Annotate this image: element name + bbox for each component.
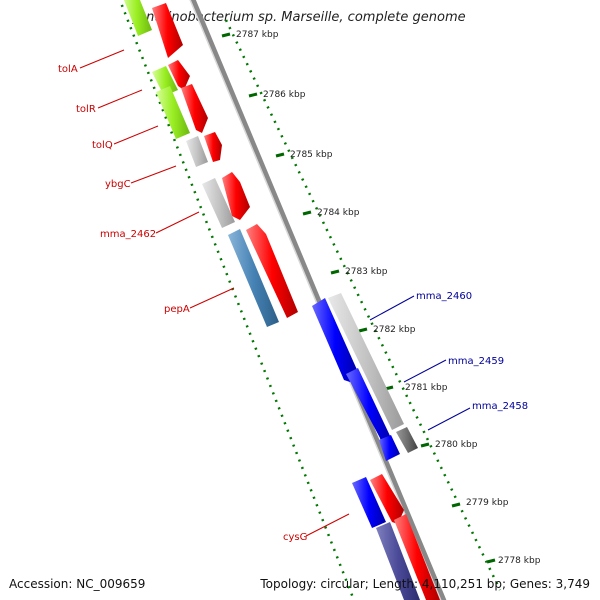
genome-summary-text: Topology: circular; Length: 4,110,251 bp… [260, 577, 590, 591]
gene-label-tolQ[interactable]: tolQ [92, 125, 159, 151]
outer-track [224, 19, 502, 591]
svg-text:pepA: pepA [164, 304, 190, 315]
svg-text:tolA: tolA [58, 64, 78, 75]
gene-cysG-fwd2[interactable] [394, 514, 440, 600]
svg-text:mma_2459: mma_2459 [448, 356, 504, 367]
gene-cysG-orf[interactable] [376, 522, 420, 600]
svg-text:2779 kbp: 2779 kbp [466, 498, 509, 508]
gene-tolQ-orf[interactable] [156, 86, 190, 139]
svg-text:mma_2460: mma_2460 [416, 291, 472, 302]
gene-ybgC-cds[interactable] [204, 132, 222, 162]
gene-mma2462-orf[interactable] [202, 178, 235, 228]
gene-label-ybgC[interactable]: ybgC [105, 165, 177, 190]
gene-label-mma_2460[interactable]: mma_2460 [369, 291, 472, 321]
gene-label-mma_2459[interactable]: mma_2459 [403, 356, 504, 383]
gene-mma2460-orf[interactable] [328, 293, 404, 430]
tick-2779: 2779 kbp [451, 498, 509, 508]
gene-label-mma_2462[interactable]: mma_2462 [100, 211, 200, 240]
svg-text:2780 kbp: 2780 kbp [435, 440, 478, 450]
svg-text:2783 kbp: 2783 kbp [345, 267, 388, 277]
gene-pepA-cds[interactable] [246, 224, 298, 318]
gene-mma2458-orf[interactable] [396, 427, 418, 453]
map-title: Janthinobacterium sp. Marseille, complet… [134, 10, 466, 25]
gene-pepA-orf[interactable] [228, 229, 279, 327]
inner-track [118, 0, 356, 600]
svg-text:2786 kbp: 2786 kbp [263, 90, 306, 100]
accession-text: Accession: NC_009659 [9, 577, 146, 591]
svg-text:tolR: tolR [76, 104, 96, 115]
gene-tolQ-cds[interactable] [181, 84, 208, 133]
gene-label-tolA[interactable]: tolA [58, 49, 125, 75]
gene-label-cysG[interactable]: cysG [283, 513, 350, 543]
gene-tolA-cds[interactable] [152, 3, 183, 58]
tick-2780: 2780 kbp [420, 440, 478, 450]
svg-text:2785 kbp: 2785 kbp [290, 150, 333, 160]
svg-text:ybgC: ybgC [105, 179, 131, 190]
gene-tolR-cds[interactable] [168, 60, 190, 90]
gene-tolR-orf[interactable] [152, 66, 178, 96]
gene-label-mma_2458[interactable]: mma_2458 [427, 401, 528, 431]
gene-tolA-orf[interactable] [122, 0, 152, 36]
gene-ybgC-orf[interactable] [186, 136, 208, 167]
tick-2783: 2783 kbp [330, 267, 388, 277]
svg-text:mma_2462: mma_2462 [100, 229, 156, 240]
backbone [189, 0, 447, 600]
gene-mma2459-cds[interactable] [346, 368, 392, 446]
tick-2785: 2785 kbp [275, 150, 333, 160]
gene-mma2462-cds[interactable] [222, 172, 250, 220]
gene-features [122, 0, 440, 600]
gene-label-tolR[interactable]: tolR [76, 89, 143, 115]
tick-2784: 2784 kbp [302, 208, 360, 218]
svg-text:cysG: cysG [283, 532, 307, 543]
tick-2778: 2778 kbp [486, 556, 541, 566]
gene-cysG-fwd[interactable] [370, 474, 404, 524]
tick-2786: 2786 kbp [248, 90, 306, 100]
svg-text:mma_2458: mma_2458 [472, 401, 528, 412]
gene-label-pepA[interactable]: pepA [164, 287, 235, 315]
svg-text:2781 kbp: 2781 kbp [405, 383, 448, 393]
svg-text:tolQ: tolQ [92, 140, 113, 151]
gene-mma2460-cds[interactable] [312, 298, 358, 382]
tick-2787: 2787 kbp [221, 30, 279, 40]
tick-2782: 2782 kbp [358, 325, 416, 335]
svg-text:2784 kbp: 2784 kbp [317, 208, 360, 218]
svg-text:2782 kbp: 2782 kbp [373, 325, 416, 335]
tick-2781: 2781 kbp [384, 383, 448, 393]
gene-cysG-cds[interactable] [352, 477, 386, 528]
gene-mma2458-cds[interactable] [379, 435, 400, 461]
svg-text:2787 kbp: 2787 kbp [236, 30, 279, 40]
svg-text:2778 kbp: 2778 kbp [498, 556, 541, 566]
